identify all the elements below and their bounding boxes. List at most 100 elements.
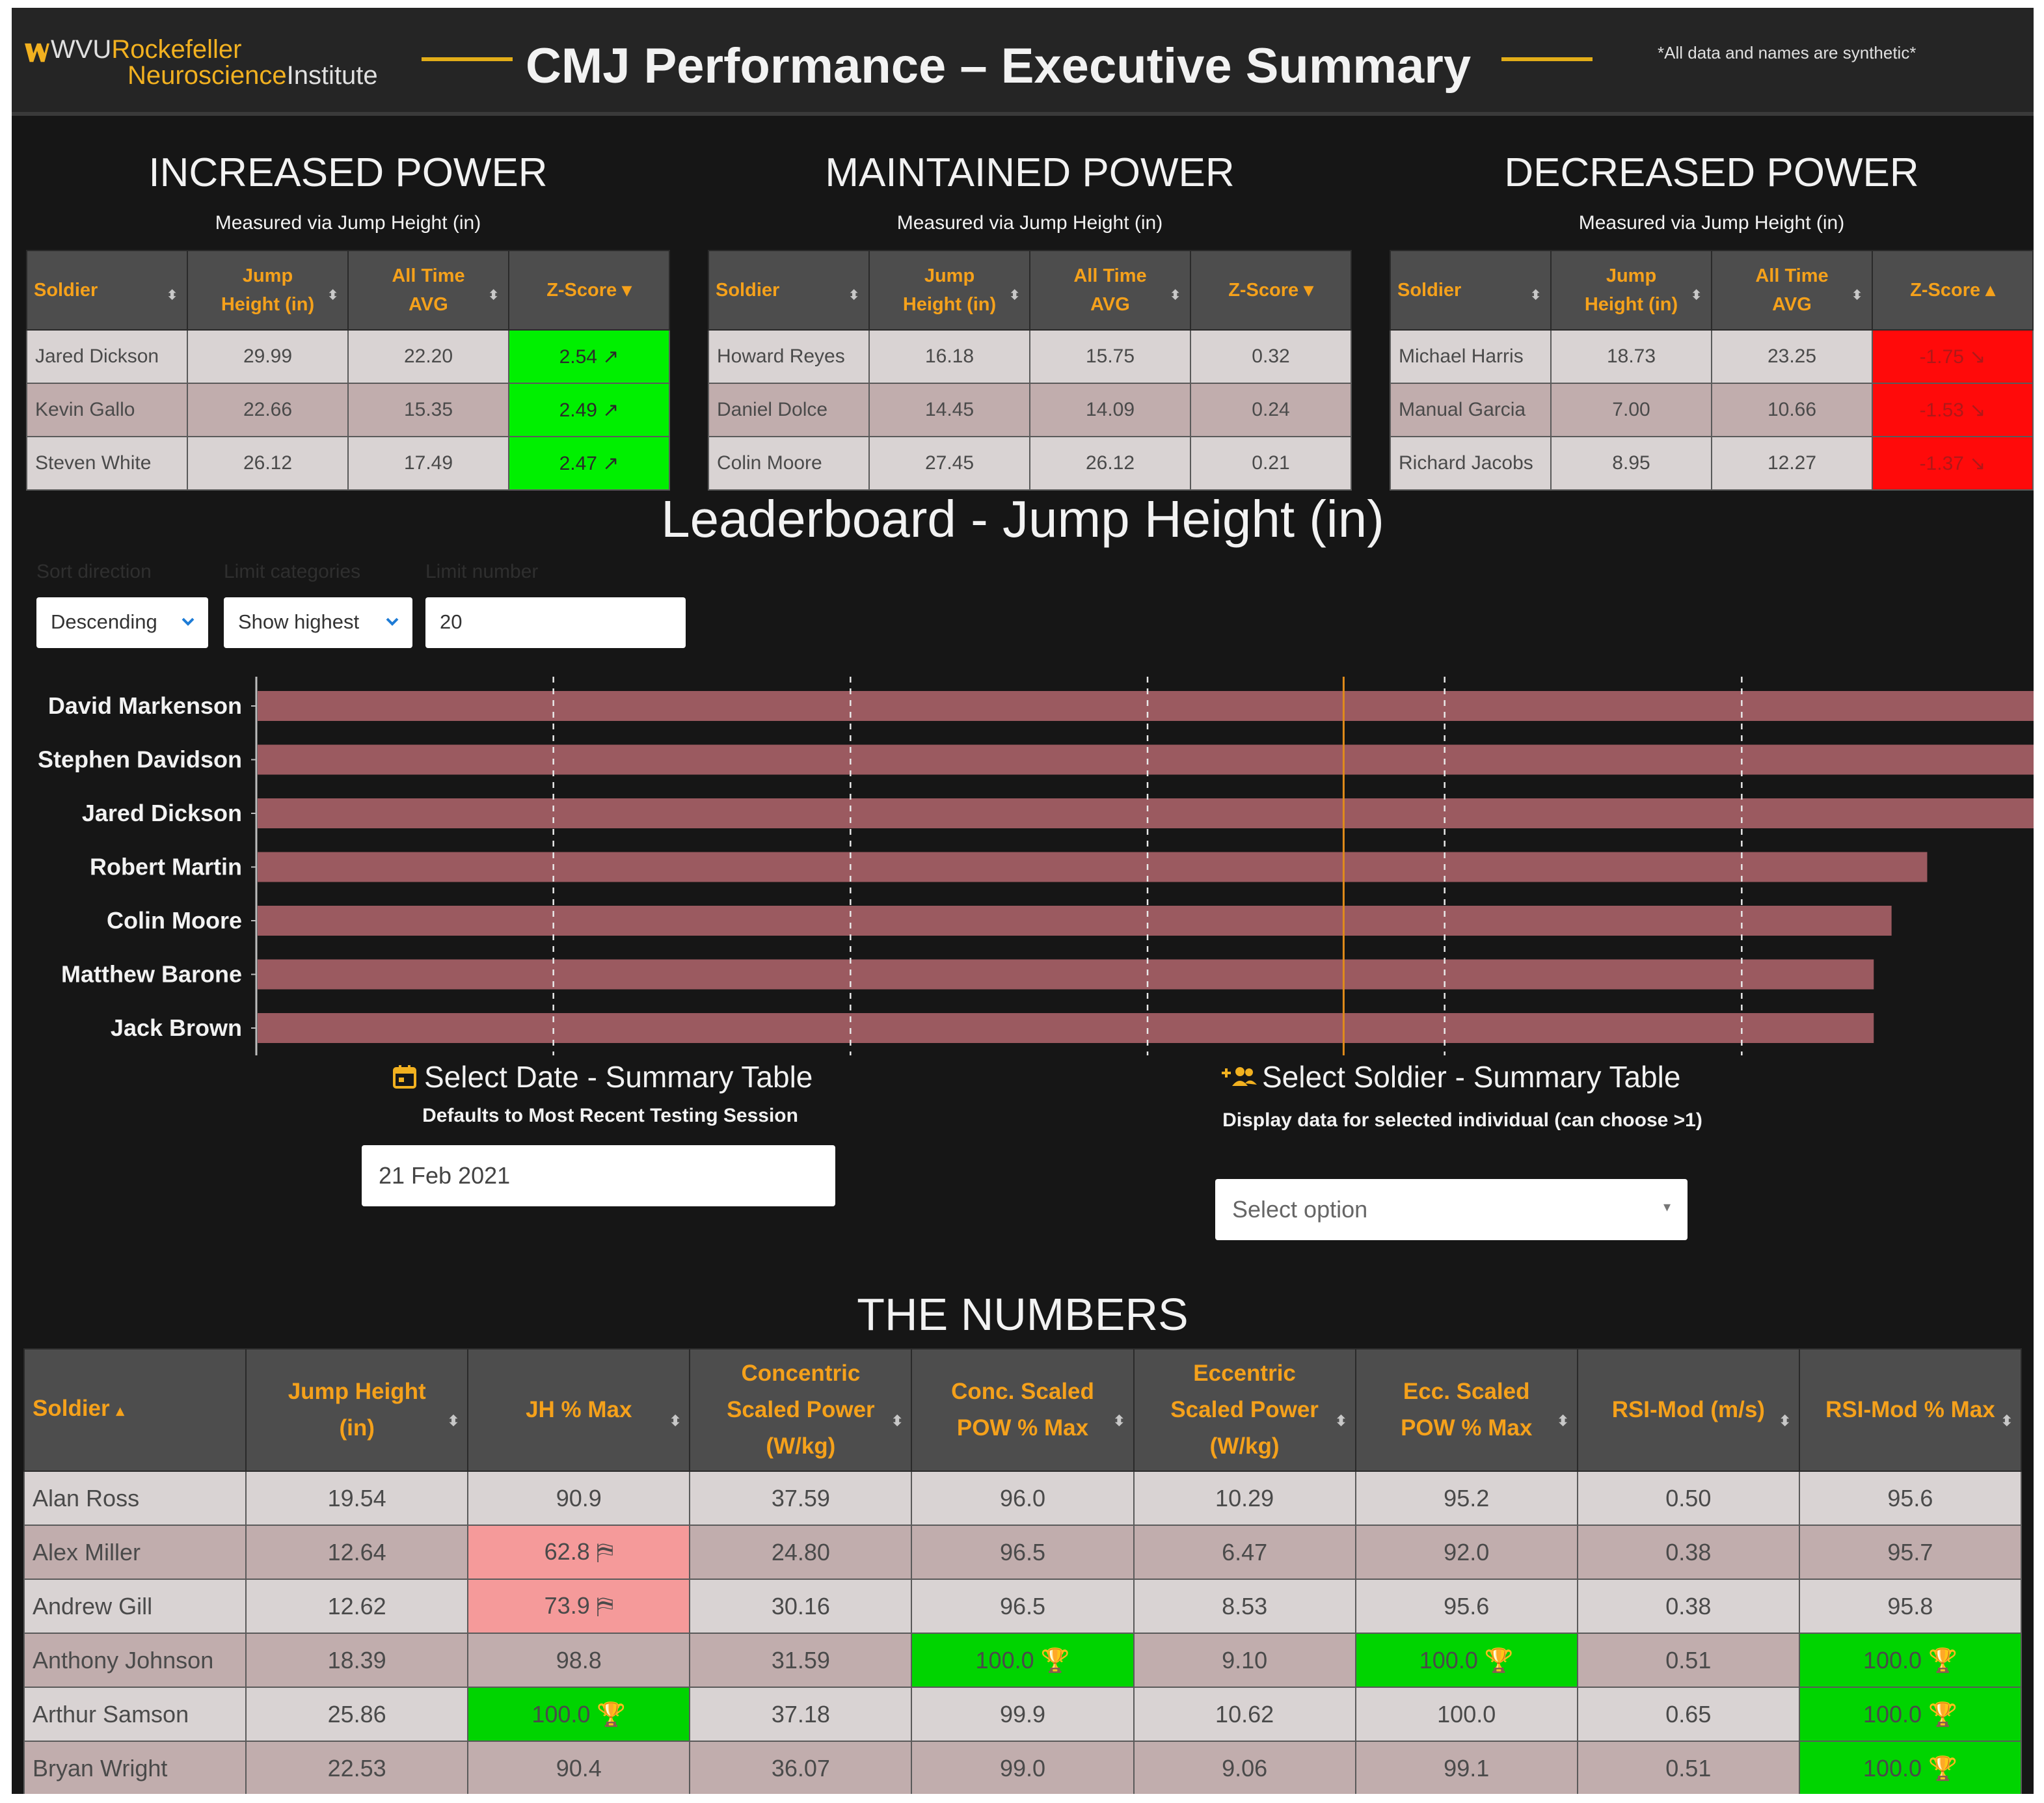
value-cell: 31.59 — [689, 1633, 913, 1688]
sort-icon: ⬍ — [2000, 1413, 2013, 1429]
col-header[interactable]: Concentric Scaled Power (W/kg) ⬍ — [689, 1348, 913, 1472]
col-header[interactable]: Jump Height (in) ⬍ — [245, 1348, 469, 1472]
value-cell: 96.5 — [911, 1579, 1135, 1634]
soldier-name-cell: Alex Miller — [23, 1525, 247, 1580]
bar-label: Robert Martin — [90, 854, 242, 880]
col-header[interactable]: Conc. Scaled POW % Max ⬍ — [911, 1348, 1135, 1472]
value-cell: 100.0 🏆 — [1354, 1633, 1578, 1688]
col-all-time-avg[interactable]: All Time AVG ⬍ — [347, 250, 509, 331]
z-score-cell: -1.53 ↘ — [1872, 383, 2034, 437]
col-header[interactable]: RSI-Mod (m/s) ⬍ — [1576, 1348, 1800, 1472]
bar — [258, 744, 2034, 775]
value-cell: 100.0 🏆 — [911, 1633, 1135, 1688]
bar — [258, 906, 1892, 936]
soldier-name-cell: Bryan Wright — [23, 1741, 247, 1794]
page-title: CMJ Performance – Executive Summary — [526, 38, 1472, 94]
sort-icon: ⬍ — [669, 1413, 682, 1429]
logo-line2a: Neuroscience — [128, 61, 287, 90]
sort-icon: ⬍ — [327, 288, 338, 303]
soldier-select[interactable]: Select option ▾ — [1215, 1179, 1688, 1240]
value-cell: 100.0 🏆 — [467, 1687, 691, 1742]
bar — [258, 852, 1928, 882]
sort-asc-icon: ▴ — [1985, 280, 1995, 301]
bar-label: Colin Moore — [107, 907, 242, 934]
date-input[interactable]: 21 Feb 2021 — [362, 1145, 835, 1206]
value-cell: 99.1 — [1354, 1741, 1578, 1794]
title-rule-left — [422, 57, 513, 61]
value-cell: 100.0 🏆 — [1798, 1633, 2023, 1688]
col-all-time-avg[interactable]: All Time AVG ⬍ — [1711, 250, 1873, 331]
sort-desc-icon: ▾ — [1304, 280, 1313, 301]
limit-categories-label: Limit categories — [224, 561, 361, 582]
col-header[interactable]: Soldier ▴ — [23, 1348, 247, 1472]
col-soldier[interactable]: Soldier ⬍ — [1390, 250, 1552, 331]
soldier-name-cell: Anthony Johnson — [23, 1633, 247, 1688]
limit-number-input[interactable]: 20 — [425, 597, 686, 648]
sort-icon: ⬍ — [891, 1413, 904, 1429]
col-z-score[interactable]: Z-Score ▾ — [1190, 250, 1352, 331]
col-jump-height[interactable]: Jump Height (in) ⬍ — [187, 250, 349, 331]
col-z-score[interactable]: Z-Score ▾ — [508, 250, 670, 331]
col-all-time-avg[interactable]: All Time AVG ⬍ — [1029, 250, 1191, 331]
bar-label: Matthew Barone — [61, 961, 242, 988]
value-cell: 96.0 — [911, 1471, 1135, 1526]
select-soldier-title: Select Soldier - Summary Table — [1222, 1059, 1680, 1094]
value-cell: 0.38 — [1576, 1525, 1800, 1580]
table-row: Howard Reyes 16.18 15.75 0.32 — [708, 329, 1352, 384]
col-header[interactable]: RSI-Mod % Max ⬍ — [1798, 1348, 2023, 1472]
col-header[interactable]: Ecc. Scaled POW % Max ⬍ — [1354, 1348, 1578, 1472]
logo-line1: Rockefeller — [111, 35, 242, 64]
value-cell: 36.07 — [689, 1741, 913, 1794]
bar — [258, 798, 2034, 828]
logo: WVURockefeller NeuroscienceInstitute — [25, 34, 415, 99]
select-soldier-subtitle: Display data for selected individual (ca… — [1222, 1109, 1702, 1131]
caret-down-icon: ▾ — [1663, 1199, 1671, 1215]
table-row: Andrew Gill 12.62 73.9 ⛿ 30.16 96.5 8.53 95.6 0… — [23, 1579, 2023, 1634]
value-cell: 62.8 ⛿ — [467, 1525, 691, 1580]
header-bar: WVURockefeller NeuroscienceInstitute CMJ… — [12, 8, 2034, 116]
value-cell: 37.59 — [689, 1471, 913, 1526]
table-row: Alan Ross 19.54 90.9 37.59 96.0 10.29 95.2 0.50… — [23, 1471, 2023, 1526]
value-cell: 24.80 — [689, 1525, 913, 1580]
bar-label: David Markenson — [48, 692, 242, 719]
table-row: Michael Harris 18.73 23.25 -1.75 ↘ — [1390, 329, 2034, 384]
sort-icon: ⬍ — [488, 288, 499, 303]
bar — [258, 691, 2034, 721]
value-cell: 95.2 — [1354, 1471, 1578, 1526]
sort-icon: ⬍ — [1170, 288, 1181, 303]
col-header[interactable]: Eccentric Scaled Power (W/kg) ⬍ — [1133, 1348, 1356, 1472]
sort-icon: ⬍ — [1779, 1413, 1791, 1429]
value-cell: 100.0 🏆 — [1798, 1741, 2023, 1794]
limit-categories-select[interactable]: Show highest — [224, 597, 412, 648]
value-cell: 92.0 — [1354, 1525, 1578, 1580]
value-cell: 99.9 — [911, 1687, 1135, 1742]
col-jump-height[interactable]: Jump Height (in) ⬍ — [868, 250, 1030, 331]
sort-icon: ⬍ — [848, 288, 859, 303]
value-cell: 9.06 — [1133, 1741, 1356, 1794]
panel-title-increased: INCREASED POWER — [148, 150, 548, 195]
value-cell: 95.7 — [1798, 1525, 2023, 1580]
panel-title-decreased: DECREASED POWER — [1504, 150, 1919, 195]
table-row: Jared Dickson 29.99 22.20 2.54 ↗ — [26, 329, 670, 384]
leaderboard-title: Leaderboard - Jump Height (in) — [661, 490, 1384, 548]
col-jump-height[interactable]: Jump Height (in) ⬍ — [1550, 250, 1712, 331]
z-score-cell: 2.49 ↗ — [508, 383, 670, 437]
value-cell: 10.62 — [1133, 1687, 1356, 1742]
add-user-icon — [1222, 1067, 1257, 1086]
table-row: Anthony Johnson 18.39 98.8 31.59 100.0 🏆 9.10… — [23, 1633, 2023, 1688]
numbers-table: Soldier ▴ Jump Height (in) ⬍ JH % Max ⬍ Concent… — [23, 1348, 2023, 1794]
col-soldier[interactable]: Soldier ⬍ — [26, 250, 188, 331]
soldier-name-cell: Alan Ross — [23, 1471, 247, 1526]
increased-power-table: Soldier ⬍ Jump Height (in) ⬍ All Time AVG ⬍ Z… — [26, 250, 670, 491]
value-cell: 90.9 — [467, 1471, 691, 1526]
sort-direction-select[interactable]: Descending — [36, 597, 208, 648]
col-soldier[interactable]: Soldier ⬍ — [708, 250, 870, 331]
z-score-cell: -1.75 ↘ — [1872, 329, 2034, 384]
col-z-score[interactable]: Z-Score ▴ — [1872, 250, 2034, 331]
logo-org: WVU — [51, 35, 112, 64]
col-header[interactable]: JH % Max ⬍ — [467, 1348, 691, 1472]
z-score-cell: 2.54 ↗ — [508, 329, 670, 384]
value-cell: 6.47 — [1133, 1525, 1356, 1580]
table-row: Bryan Wright 22.53 90.4 36.07 99.0 9.06 99.1 0.… — [23, 1741, 2023, 1794]
title-rule-right — [1501, 57, 1593, 61]
